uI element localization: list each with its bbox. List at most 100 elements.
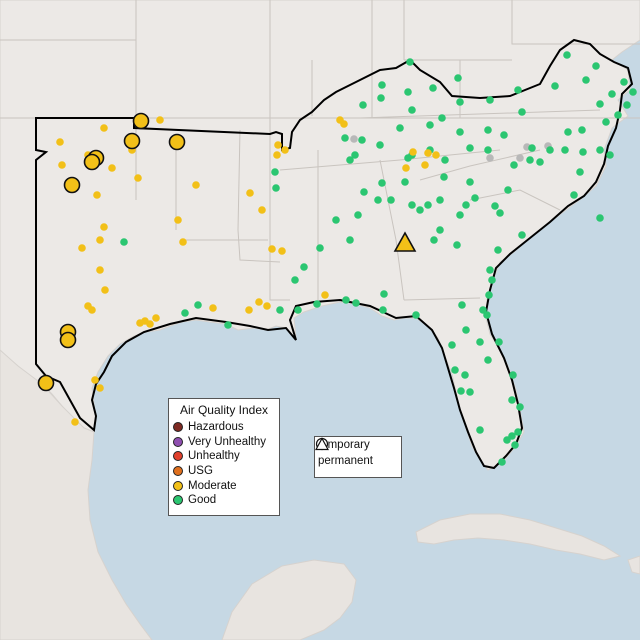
monitor-good[interactable] bbox=[476, 338, 484, 346]
monitor-good[interactable] bbox=[453, 241, 461, 249]
monitor-moderate-temporary[interactable] bbox=[59, 331, 77, 349]
monitor-moderate-temporary[interactable] bbox=[132, 112, 150, 130]
monitor-good[interactable] bbox=[456, 128, 464, 136]
monitor-good[interactable] bbox=[466, 388, 474, 396]
monitor-good[interactable] bbox=[479, 306, 487, 314]
monitor-moderate[interactable] bbox=[101, 286, 109, 294]
monitor-good[interactable] bbox=[620, 78, 628, 86]
monitor-moderate[interactable] bbox=[71, 418, 79, 426]
monitor-moderate[interactable] bbox=[152, 314, 160, 322]
monitor-good[interactable] bbox=[378, 81, 386, 89]
monitor-good[interactable] bbox=[462, 201, 470, 209]
monitor-good[interactable] bbox=[486, 96, 494, 104]
monitor-good[interactable] bbox=[436, 196, 444, 204]
monitor-moderate[interactable] bbox=[192, 181, 200, 189]
monitor-good[interactable] bbox=[461, 371, 469, 379]
monitor-good[interactable] bbox=[582, 76, 590, 84]
monitor-good[interactable] bbox=[441, 156, 449, 164]
monitor-moderate[interactable] bbox=[263, 302, 271, 310]
monitor-moderate[interactable] bbox=[56, 138, 64, 146]
monitor-good[interactable] bbox=[578, 126, 586, 134]
monitor-good[interactable] bbox=[429, 84, 437, 92]
monitor-good[interactable] bbox=[494, 246, 502, 254]
monitor-moderate[interactable] bbox=[246, 189, 254, 197]
monitor-good[interactable] bbox=[514, 86, 522, 94]
monitor-moderate[interactable] bbox=[93, 191, 101, 199]
monitor-good[interactable] bbox=[486, 266, 494, 274]
monitor-moderate-temporary[interactable] bbox=[123, 132, 141, 150]
monitor-good[interactable] bbox=[466, 178, 474, 186]
monitor-good[interactable] bbox=[342, 296, 350, 304]
monitor-good[interactable] bbox=[380, 290, 388, 298]
monitor-good[interactable] bbox=[536, 158, 544, 166]
monitor-good[interactable] bbox=[341, 134, 349, 142]
monitor-good[interactable] bbox=[396, 124, 404, 132]
monitor-moderate-temporary[interactable] bbox=[37, 374, 55, 392]
monitor-good[interactable] bbox=[387, 196, 395, 204]
monitor-good[interactable] bbox=[313, 300, 321, 308]
monitor-good[interactable] bbox=[592, 62, 600, 70]
monitor-good[interactable] bbox=[496, 209, 504, 217]
monitor-good[interactable] bbox=[374, 196, 382, 204]
monitor-good[interactable] bbox=[466, 144, 474, 152]
monitor-inactive[interactable] bbox=[516, 154, 524, 162]
monitor-good[interactable] bbox=[462, 326, 470, 334]
monitor-good[interactable] bbox=[510, 161, 518, 169]
monitor-moderate-permanent[interactable] bbox=[393, 231, 417, 252]
monitor-good[interactable] bbox=[546, 146, 554, 154]
monitor-good[interactable] bbox=[629, 88, 637, 96]
monitor-good[interactable] bbox=[346, 156, 354, 164]
monitor-moderate[interactable] bbox=[273, 151, 281, 159]
monitor-good[interactable] bbox=[426, 121, 434, 129]
monitor-moderate[interactable] bbox=[274, 141, 282, 149]
monitor-good[interactable] bbox=[516, 403, 524, 411]
monitor-good[interactable] bbox=[379, 306, 387, 314]
monitor-moderate-temporary[interactable] bbox=[63, 176, 81, 194]
monitor-moderate[interactable] bbox=[336, 116, 344, 124]
monitor-good[interactable] bbox=[579, 148, 587, 156]
monitor-good[interactable] bbox=[440, 173, 448, 181]
monitor-good[interactable] bbox=[596, 100, 604, 108]
monitor-good[interactable] bbox=[291, 276, 299, 284]
monitor-good[interactable] bbox=[271, 168, 279, 176]
monitor-good[interactable] bbox=[430, 236, 438, 244]
monitor-good[interactable] bbox=[456, 98, 464, 106]
monitor-good[interactable] bbox=[503, 436, 511, 444]
monitor-good[interactable] bbox=[424, 201, 432, 209]
monitor-good[interactable] bbox=[377, 94, 385, 102]
monitor-moderate[interactable] bbox=[91, 376, 99, 384]
monitor-good[interactable] bbox=[456, 211, 464, 219]
monitor-good[interactable] bbox=[436, 226, 444, 234]
monitor-good[interactable] bbox=[528, 144, 536, 152]
monitor-good[interactable] bbox=[491, 202, 499, 210]
monitor-good[interactable] bbox=[358, 136, 366, 144]
monitor-good[interactable] bbox=[332, 216, 340, 224]
monitor-good[interactable] bbox=[351, 151, 359, 159]
monitor-good[interactable] bbox=[404, 88, 412, 96]
monitor-good[interactable] bbox=[485, 291, 493, 299]
monitor-good[interactable] bbox=[602, 118, 610, 126]
monitor-good[interactable] bbox=[514, 428, 522, 436]
monitor-good[interactable] bbox=[360, 188, 368, 196]
monitor-moderate[interactable] bbox=[402, 164, 410, 172]
monitor-good[interactable] bbox=[504, 186, 512, 194]
monitor-good[interactable] bbox=[511, 441, 519, 449]
monitor-good[interactable] bbox=[352, 299, 360, 307]
monitor-good[interactable] bbox=[454, 74, 462, 82]
monitor-good[interactable] bbox=[508, 396, 516, 404]
monitor-moderate[interactable] bbox=[78, 244, 86, 252]
monitor-good[interactable] bbox=[484, 356, 492, 364]
monitor-good[interactable] bbox=[608, 90, 616, 98]
monitor-good[interactable] bbox=[498, 458, 506, 466]
monitor-moderate[interactable] bbox=[108, 164, 116, 172]
monitor-good[interactable] bbox=[408, 106, 416, 114]
monitor-good[interactable] bbox=[408, 201, 416, 209]
monitor-inactive[interactable] bbox=[486, 154, 494, 162]
monitor-good[interactable] bbox=[561, 146, 569, 154]
monitor-good[interactable] bbox=[563, 51, 571, 59]
monitor-moderate[interactable] bbox=[281, 146, 289, 154]
monitor-moderate[interactable] bbox=[174, 216, 182, 224]
monitor-good[interactable] bbox=[401, 178, 409, 186]
monitor-moderate[interactable] bbox=[156, 116, 164, 124]
monitor-good[interactable] bbox=[376, 141, 384, 149]
